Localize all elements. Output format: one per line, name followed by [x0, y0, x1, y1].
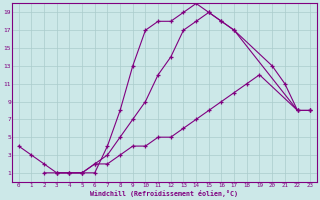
X-axis label: Windchill (Refroidissement éolien,°C): Windchill (Refroidissement éolien,°C) [91, 190, 238, 197]
